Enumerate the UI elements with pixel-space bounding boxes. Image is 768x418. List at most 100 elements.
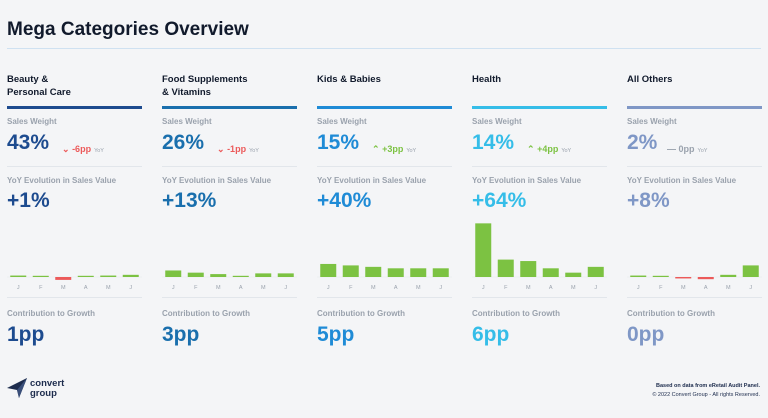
change-value: -6pp [72,144,92,154]
bar-A [697,277,714,280]
category-column: All Others Sales Weight 2% — 0pp YoY YoY … [627,70,762,350]
bar-M [210,274,227,277]
month-tick-label: J [439,285,442,291]
sales-weight-label: Sales Weight [7,117,57,126]
bar-M [520,261,537,277]
category-accent-rule [627,106,762,109]
yoy-evolution-value: +13% [162,189,217,212]
bar-M [565,272,582,277]
month-tick-label: F [39,285,43,291]
contribution-label: Contribution to Growth [317,309,405,318]
change-arrow-icon: — [667,144,676,154]
category-accent-rule [162,106,297,109]
bar-J [122,274,139,277]
category-accent-rule [7,106,142,109]
change-value: +4pp [537,144,559,154]
contribution-label: Contribution to Growth [162,309,250,318]
yoy-evolution-label: YoY Evolution in Sales Value [627,176,737,185]
bar-A [232,275,249,277]
month-tick-label: A [704,285,708,291]
month-tick-label: J [327,285,330,291]
sales-weight-change: — 0pp YoY [667,144,707,154]
month-tick-label: J [129,285,132,291]
yoy-evolution-label: YoY Evolution in Sales Value [472,176,582,185]
sales-weight-change: ⌄ -1pp YoY [217,144,259,155]
category-name: Beauty & Personal Care [7,74,71,98]
bar-F [652,275,669,277]
change-value: -1pp [227,144,247,154]
contribution-label: Contribution to Growth [627,309,715,318]
sales-weight-value: 15% [317,131,360,154]
month-tick-label: M [371,285,376,291]
change-arrow-icon: ⌄ [217,144,225,154]
bar-J [432,268,449,277]
month-tick-label: M [106,285,111,291]
yoy-tag: YoY [249,148,259,154]
page-title: Mega Categories Overview [7,19,249,40]
contribution-value: 0pp [627,323,665,346]
change-arrow-icon: ⌃ [527,144,535,154]
divider [162,297,297,298]
category-name: Health [472,74,502,85]
bar-A [542,268,559,277]
change-arrow-icon: ⌄ [62,144,70,154]
divider [317,166,452,167]
bar-J [320,263,337,277]
yoy-evolution-label: YoY Evolution in Sales Value [317,176,427,185]
month-tick-label: F [659,285,663,291]
title-divider [7,48,761,49]
bar-J [277,273,294,277]
bar-J [10,275,27,277]
divider [627,166,762,167]
sales-weight-change: ⌄ -6pp YoY [62,144,104,155]
contribution-value: 1pp [7,323,45,346]
divider [7,166,142,167]
month-tick-label: M [726,285,731,291]
sales-weight-value: 2% [627,131,658,154]
month-tick-label: J [17,285,20,291]
month-tick-label: M [261,285,266,291]
month-tick-label: M [216,285,221,291]
bar-F [187,272,204,277]
sales-weight-value: 43% [7,131,50,154]
bar-J [630,275,647,277]
sales-weight-value: 14% [472,131,515,154]
category-name: All Others [627,74,673,85]
brand-name: convert group [30,378,65,399]
yoy-evolution-value: +8% [627,189,670,212]
yoy-evolution-value: +40% [317,189,372,212]
month-tick-label: F [194,285,198,291]
bar-F [497,259,514,277]
footer-source: Based on data from eRetail Audit Panel. [655,383,760,389]
bar-M [410,268,427,277]
yoy-evolution-label: YoY Evolution in Sales Value [162,176,272,185]
month-tick-label: J [749,285,752,291]
divider [627,297,762,298]
category-accent-rule [472,106,607,109]
yoy-evolution-value: +1% [7,189,50,212]
bar-M [255,273,272,277]
contribution-label: Contribution to Growth [472,309,560,318]
footer: Based on data from eRetail Audit Panel. … [652,382,760,400]
month-tick-label: J [172,285,175,291]
sales-weight-label: Sales Weight [162,117,212,126]
divider [472,297,607,298]
yoy-tag: YoY [94,148,104,154]
bar-M [55,277,72,280]
bar-M [720,274,737,277]
category-column: Food Supplements & Vitamins Sales Weight… [162,70,297,350]
bar-M [100,275,117,277]
month-tick-label: J [594,285,597,291]
month-tick-label: A [239,285,243,291]
month-tick-label: A [84,285,88,291]
month-tick-label: M [571,285,576,291]
bar-A [387,268,404,277]
month-tick-label: J [284,285,287,291]
divider [7,297,142,298]
convert-group-logo-icon [7,378,27,398]
sales-weight-label: Sales Weight [317,117,367,126]
